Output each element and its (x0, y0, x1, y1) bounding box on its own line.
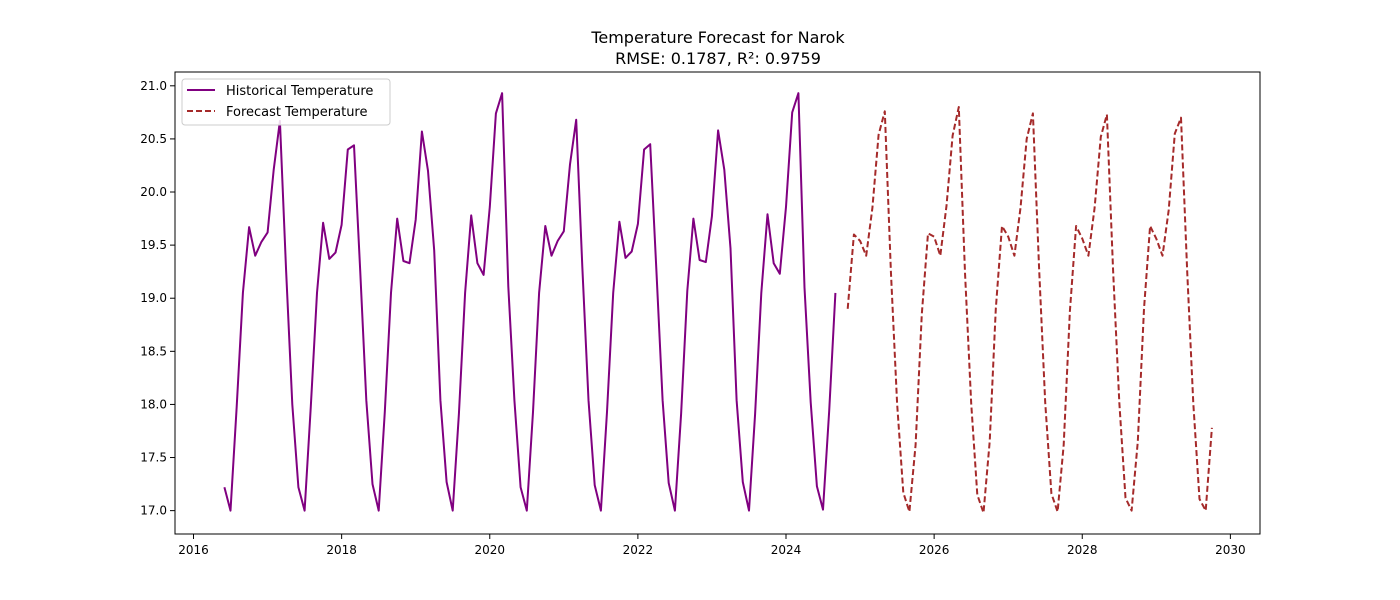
historical-temperature-line (223, 92, 837, 512)
chart-title: Temperature Forecast for Narok (590, 28, 845, 47)
legend-box (181, 78, 391, 126)
y-tick-label: 18.0 (140, 397, 167, 411)
x-tick-label: 2028 (1067, 543, 1098, 557)
rmse-label: RMSE: (615, 49, 671, 68)
chart-subtitle: RMSE: 0.1787, R²: 0.9759 (615, 49, 821, 68)
y-tick-label: 17.0 (140, 504, 167, 518)
x-tick-label: 2026 (919, 543, 950, 557)
x-tick-label: 2020 (474, 543, 505, 557)
rmse-value: 0.1787 (671, 49, 727, 68)
r2-value: 0.9759 (765, 49, 821, 68)
forecast-temperature-line (846, 106, 1213, 514)
y-axis: 17.0 17.5 18.0 18.5 19.0 19.5 20.0 20.5 21.0 (140, 79, 175, 518)
plot-frame (174, 71, 1261, 535)
y-tick-label: 20.5 (140, 132, 167, 146)
legend-forecast-label: Forecast Temperature (226, 105, 368, 120)
x-tick-label: 2030 (1215, 543, 1246, 557)
legend: Historical Temperature Forecast Temperat… (181, 78, 391, 126)
y-tick-label: 18.5 (140, 344, 167, 358)
y-tick-label: 19.5 (140, 238, 167, 252)
y-tick-label: 17.5 (140, 451, 167, 465)
series-layer (223, 92, 1213, 514)
r2-label: , R²: (727, 49, 765, 68)
x-tick-label: 2022 (623, 543, 654, 557)
x-tick-label: 2018 (326, 543, 357, 557)
legend-historical-label: Historical Temperature (226, 84, 373, 99)
y-tick-label: 20.0 (140, 185, 167, 199)
x-tick-label: 2024 (771, 543, 802, 557)
x-axis: 2016 2018 2020 2022 2024 2026 2028 2030 (178, 534, 1246, 557)
y-tick-label: 19.0 (140, 291, 167, 305)
y-tick-label: 21.0 (140, 79, 167, 93)
x-tick-label: 2016 (178, 543, 209, 557)
